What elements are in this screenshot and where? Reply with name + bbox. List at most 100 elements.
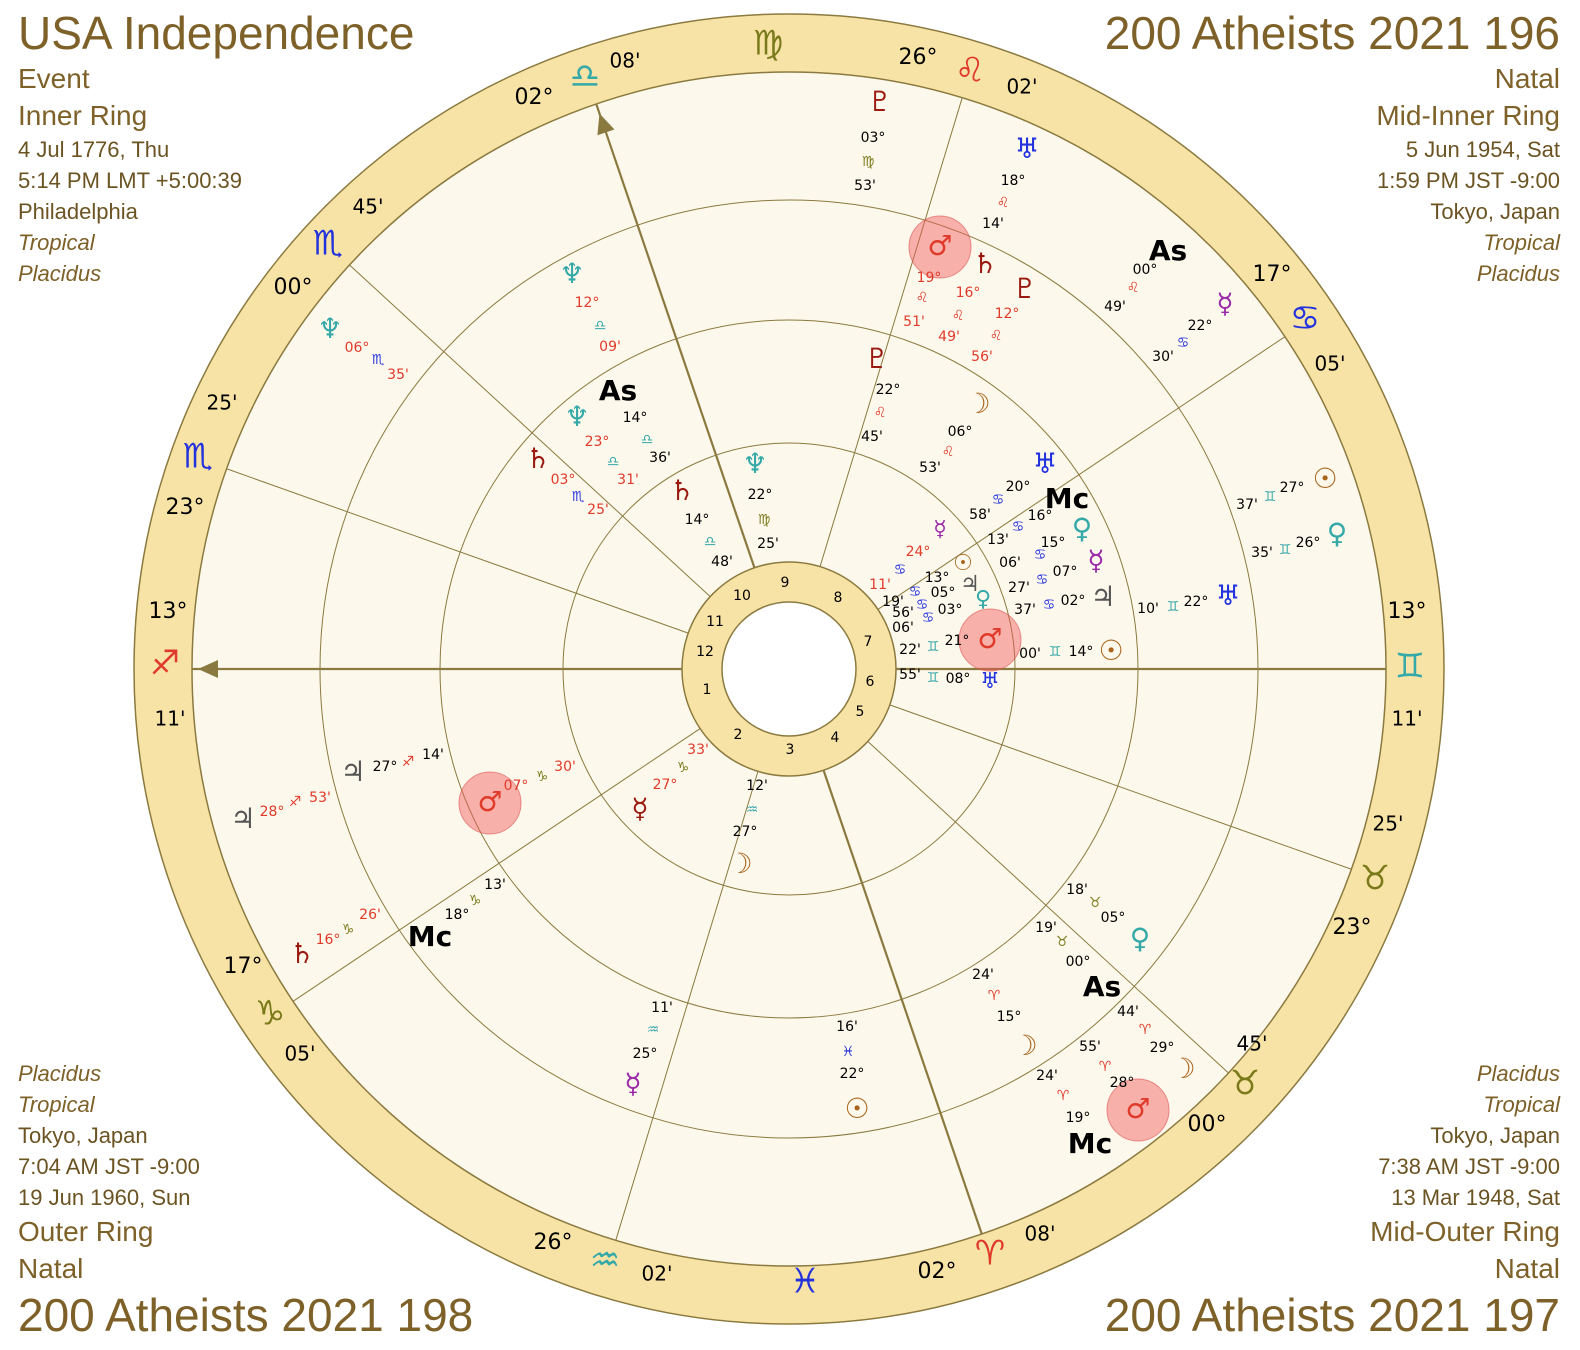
chart-label: ♊ [1049,644,1062,660]
house-cusp [819,97,963,567]
chart-label: 19° [917,270,942,286]
chart-label: 19° [1066,1110,1091,1126]
chart-label: ♍ [753,24,783,64]
chart-label: 05° [931,585,956,601]
chart-label: ♋ [1177,335,1190,351]
chart-label: 49' [938,329,960,345]
chart-label: ☽ [1170,1052,1195,1085]
info: Placidus [18,1061,102,1086]
chart-label: ♏ [313,224,343,264]
chart-label: 53' [919,460,941,476]
chart-label: 13' [484,877,506,893]
chart-label: ♎ [570,57,600,97]
chart-label: ♄ [972,247,997,280]
chart-label: 14° [623,410,648,426]
chart-label: ♑ [677,760,690,776]
chart-label: ♄ [525,442,550,475]
chart-label: ♉ [1360,859,1390,899]
chart-label: ♇ [1012,272,1037,305]
chart-label: ♅ [1032,447,1057,480]
chart-label: 33' [687,742,709,758]
chart-label: 48' [711,554,733,570]
info: Tropical [18,1092,95,1117]
chart-label: ☽ [965,387,990,420]
corner-info: 200 Atheists 2021 196 Natal Mid-Inner Ri… [1105,10,1560,294]
chart-label: 3 [786,742,795,758]
chart-label: ♇ [864,342,889,375]
corner-info: Placidus Tropical Tokyo, Japan 7:38 AM J… [1105,1054,1560,1339]
chart-label: ♃ [960,572,980,597]
house-cusp [349,264,711,597]
chart-label: 45' [353,195,384,219]
chart-label: ♎ [641,432,654,448]
chart-label: ♍ [862,154,875,170]
chart-label: ♌ [990,328,1003,344]
chart-label: ♀ [1327,517,1348,550]
chart-label: 28° [1110,1075,1135,1091]
chart-label: 02° [1061,593,1086,609]
chart-label: ♊ [1167,599,1180,615]
chart-label: ♋ [1043,597,1056,613]
chart-label: 1 [703,682,712,698]
chart-label: 00° [1133,262,1158,278]
chart-label: 13° [925,570,950,586]
highlight [458,771,522,835]
chart-label: 22° [840,1066,865,1082]
chart-label: 15° [1041,535,1066,551]
chart-label: 35' [1251,545,1273,561]
chart-label: 16° [956,285,981,301]
chart-label: ☿ [933,517,947,542]
chart-label: 11' [651,1000,673,1016]
chart-label: 17° [224,954,263,979]
chart-label: ♋ [1034,547,1047,563]
house-cusp [226,468,689,634]
info: Natal [1494,63,1560,94]
chart-label: ♍ [758,512,771,528]
chart-label: 25° [633,1046,658,1062]
chart-label: 8 [834,590,843,606]
chart-label: ♉ [1230,1064,1260,1104]
chart-label: ♂ [477,785,502,818]
chart-label: 02' [642,1262,673,1286]
house-cusp [615,771,759,1241]
info: 13 Mar 1948, Sat [1391,1185,1560,1210]
corner-info: Placidus Tropical Tokyo, Japan 7:04 AM J… [18,1054,474,1341]
chart-label: 06° [345,340,370,356]
title: 200 Atheists 2021 198 [18,1289,474,1341]
info: Natal [1494,1253,1560,1284]
chart-label: 05° [1101,910,1126,926]
chart-label: 2 [734,727,743,743]
chart-label: 05' [1315,352,1346,376]
info: Placidus [18,261,102,286]
chart-label: 11 [706,614,724,630]
chart-label: 23° [585,434,610,450]
info: Tokyo, Japan [18,1123,148,1148]
chart-label: 02° [918,1259,957,1284]
outer-edge [133,13,1445,1325]
house-cusp [889,704,1352,870]
chart-label: ♆ [564,400,589,433]
chart-label: ♆ [559,257,584,290]
chart-label: 53' [309,790,331,806]
chart-label: 00' [1019,646,1041,662]
chart-label: 13° [1388,599,1427,624]
chart-label: ♒ [590,1241,620,1281]
chart-label: 19' [882,594,904,610]
chart-label: Mc [408,920,452,953]
chart-label: ♌ [916,290,929,306]
chart-label: ♀ [1072,512,1093,545]
chart-label: 07° [504,778,529,794]
chart-label: 25' [757,536,779,552]
chart-label: 16' [836,1019,858,1035]
info: 4 Jul 1776, Thu [18,137,170,162]
info: 19 Jun 1960, Sun [18,1185,191,1210]
chart-label: ♎ [594,318,607,334]
chart-label: ♋ [1012,519,1025,535]
chart-label: 51' [903,314,925,330]
chart-label: 21° [945,633,970,649]
info: Inner Ring [18,100,148,131]
chart-label: ♏ [183,437,213,477]
chart-label: 08° [946,671,971,687]
info: Placidus [1476,1061,1560,1086]
chart-label: ♌ [955,51,985,91]
